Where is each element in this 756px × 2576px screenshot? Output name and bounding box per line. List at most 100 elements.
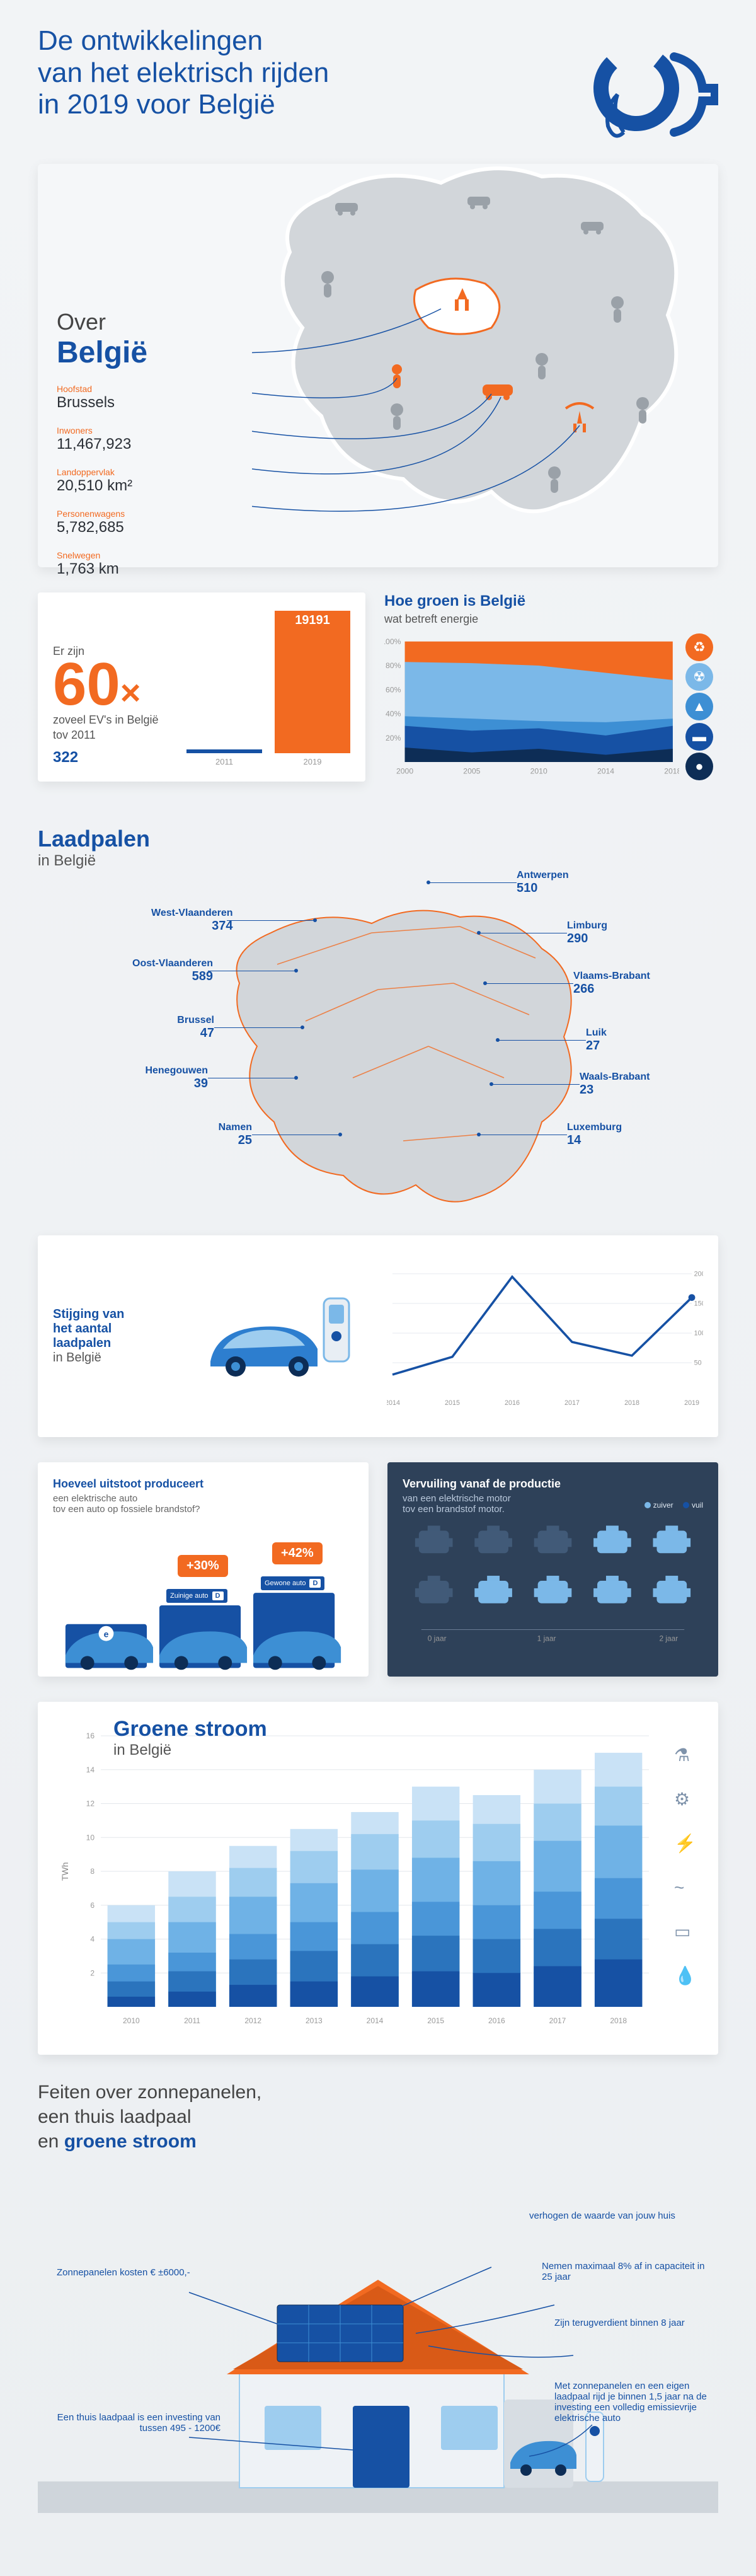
ev-times: × — [120, 673, 141, 712]
txt: tov een auto op fossiele brandstof? — [53, 1504, 200, 1515]
energy-source-icon: ☢ — [685, 663, 713, 691]
svg-text:2016: 2016 — [488, 2016, 505, 2025]
fact: Landoppervlak20,510 km² — [57, 467, 284, 495]
svg-text:2014: 2014 — [597, 766, 614, 775]
leader-line — [485, 983, 573, 984]
txt: en — [38, 2131, 64, 2152]
svg-text:150: 150 — [694, 1300, 703, 1308]
belgium-map — [252, 139, 706, 542]
bar-2019: 19191 — [275, 627, 350, 753]
leader-line — [491, 1084, 580, 1085]
solar-fact: Zonnepanelen kosten € ±6000,- — [57, 2267, 190, 2278]
txt: het aantal — [53, 1322, 185, 1336]
svg-text:6: 6 — [90, 1901, 94, 1910]
emissions-right: Vervuiling vanaf de productie van een el… — [387, 1462, 718, 1677]
energy-chart: 20%40%60%80%100% 20002005201020142018 — [384, 632, 679, 782]
svg-text:2010: 2010 — [123, 2016, 140, 2025]
leader-line — [227, 920, 315, 921]
y-axis-label: TWh — [60, 1862, 70, 1881]
emissions-left: Hoeveel uitstoot produceert een elektris… — [38, 1462, 369, 1677]
svg-text:8: 8 — [90, 1867, 94, 1876]
fact-value: Brussels — [57, 394, 115, 411]
svg-text:2013: 2013 — [306, 2016, 323, 2025]
charging-sub: in België — [38, 852, 718, 870]
title-line: De ontwikkelingen — [38, 25, 263, 56]
svg-text:▭: ▭ — [674, 1922, 690, 1941]
year-label: 2011 — [215, 757, 233, 766]
solar-fact: Zijn terugverdient binnen 8 jaar — [554, 2318, 685, 2328]
svg-text:2019: 2019 — [684, 1399, 699, 1407]
svg-text:4: 4 — [90, 1935, 94, 1944]
country-facts: Over België HoofstadBrusselsInwoners11,4… — [57, 309, 284, 548]
car-charger-icon — [204, 1279, 368, 1393]
svg-text:⚙: ⚙ — [674, 1789, 690, 1809]
fact-label: Snelwegen — [57, 550, 284, 560]
svg-text:2016: 2016 — [505, 1399, 520, 1407]
solar-house: Feiten over zonnepanelen, een thuis laad… — [38, 2080, 718, 2526]
svg-text:2018: 2018 — [624, 1399, 639, 1407]
increase-card: Stijging van het aantal laadpalen in Bel… — [38, 1235, 718, 1437]
txt: Feiten over zonnepanelen, — [38, 2082, 261, 2103]
fact: Snelwegen1,763 km — [57, 550, 284, 578]
txt: Zuinige auto — [170, 1592, 209, 1600]
svg-text:50: 50 — [694, 1360, 702, 1367]
svg-text:2017: 2017 — [564, 1399, 580, 1407]
title-line: in 2019 voor België — [38, 89, 275, 120]
ev-start-val: 322 — [53, 749, 166, 766]
pct-30: +30% — [178, 1555, 228, 1577]
svg-text:2014: 2014 — [367, 2016, 384, 2025]
energy-source-icon: ● — [685, 753, 713, 780]
svg-text:2010: 2010 — [530, 766, 547, 775]
svg-text:20%: 20% — [386, 734, 401, 742]
svg-text:100: 100 — [694, 1330, 703, 1337]
year-label: 2019 — [304, 757, 322, 766]
region-label: West-Vlaanderen374 — [151, 908, 233, 933]
country-name: België — [57, 335, 284, 370]
svg-text:⚗: ⚗ — [674, 1745, 690, 1765]
svg-text:2012: 2012 — [244, 2016, 261, 2025]
svg-text:2018: 2018 — [664, 766, 679, 775]
svg-text:~: ~ — [674, 1878, 684, 1897]
txt: vuil — [692, 1501, 703, 1510]
region-label: Antwerpen510 — [517, 870, 592, 896]
xlabel: 0 jaar — [428, 1634, 447, 1643]
fact-label: Landoppervlak — [57, 467, 284, 477]
fact-value: 5,782,685 — [57, 519, 124, 536]
txt: D — [212, 1591, 224, 1600]
fact: Inwoners11,467,923 — [57, 425, 284, 453]
charging-title: Laadpalen — [38, 826, 150, 852]
txt: Gewone auto — [265, 1580, 306, 1587]
txt: in België — [53, 1351, 185, 1365]
region-label: Vlaams-Brabant266 — [573, 971, 650, 996]
increase-chart: 50100150200 201420152016201720182019 — [387, 1262, 703, 1409]
solar-fact: Een thuis laadpaal is een investing van … — [57, 2412, 220, 2434]
energy-source-icon: ▲ — [685, 693, 713, 720]
pct-42: +42% — [272, 1542, 323, 1564]
over-title: Over België — [57, 309, 284, 370]
leader-line — [498, 1040, 586, 1041]
solar-fact: Nemen maximaal 8% af in capaciteit in 25… — [542, 2261, 706, 2282]
em-left-body: e +30% +42% Zuinige autoD Gewone autoD — [53, 1523, 353, 1675]
svg-text:e: e — [104, 1629, 109, 1639]
svg-text:2005: 2005 — [463, 766, 480, 775]
svg-text:⚡: ⚡ — [674, 1833, 696, 1854]
green-power: Groene stroom in België 246810121416 TWh… — [38, 1702, 718, 2055]
ev-energy-row: Er zijn 60× zoveel EV's in België tov 20… — [38, 592, 718, 782]
logo-icon — [592, 25, 718, 151]
svg-text:10: 10 — [86, 1833, 95, 1842]
svg-text:100%: 100% — [384, 637, 401, 646]
em-title: Hoeveel uitstoot produceert — [53, 1477, 353, 1491]
svg-text:2014: 2014 — [387, 1399, 400, 1407]
svg-text:14: 14 — [86, 1765, 95, 1774]
svg-text:80%: 80% — [386, 661, 401, 670]
txt: Stijging van — [53, 1307, 185, 1322]
svg-text:2000: 2000 — [396, 766, 413, 775]
region-label: Luxemburg14 — [567, 1122, 643, 1148]
pollution-icons: 0 jaar 1 jaar 2 jaar — [403, 1510, 703, 1649]
ev-multiplier: 60 — [53, 650, 120, 718]
region-label: Limburg290 — [567, 920, 643, 946]
bar-2011 — [186, 749, 262, 753]
energy-title: Hoe groen is België — [384, 592, 718, 610]
charging-map: Antwerpen510 West-Vlaanderen374 Limburg290… — [38, 870, 718, 1210]
fact-value: 1,763 km — [57, 560, 119, 577]
